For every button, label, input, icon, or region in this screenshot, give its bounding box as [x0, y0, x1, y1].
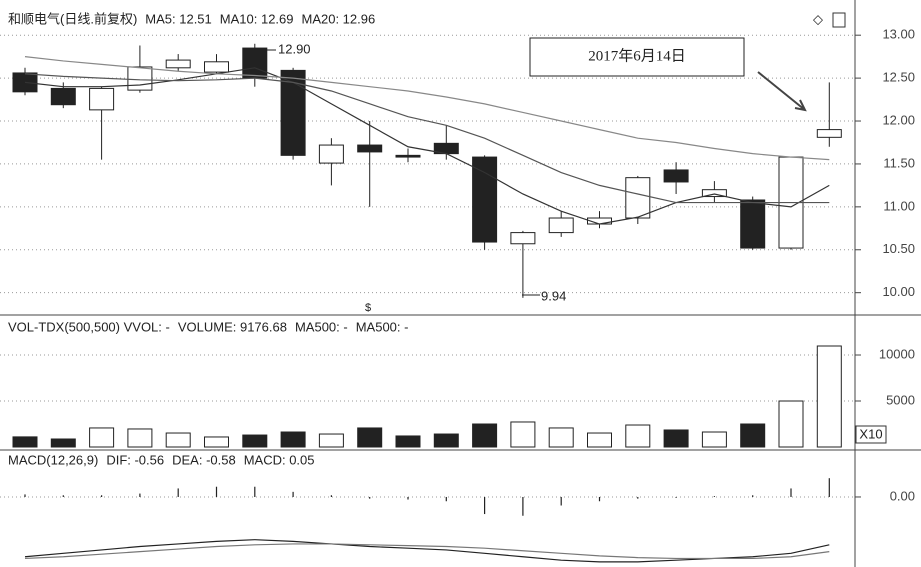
volume-bar [127, 428, 153, 448]
candle-body [395, 154, 421, 158]
panel-header: MA500: - [356, 319, 409, 334]
annotation: 2017年6月14日 [588, 47, 686, 64]
volume-bar [12, 436, 38, 448]
annotation: 9.94 [541, 288, 566, 303]
candle-body [472, 156, 498, 243]
candle-body [50, 87, 76, 106]
volume-bar [318, 433, 344, 448]
volume-bar [204, 436, 229, 448]
candle-body [663, 169, 689, 183]
candle-body [816, 129, 842, 138]
volume-bar [242, 434, 268, 448]
panel-header: 和顺电气(日线.前复权) [8, 11, 137, 26]
y-tick-label: 11.00 [883, 198, 915, 213]
volume-bar [548, 427, 574, 448]
volume-bar [510, 421, 536, 448]
volume-bar [701, 431, 727, 448]
panel-header: MACD: 0.05 [244, 452, 315, 467]
y-tick-label: 0.00 [890, 488, 915, 503]
candle-body [701, 189, 727, 198]
panel-header: DIF: -0.56 [106, 452, 164, 467]
y-tick-label: 5000 [886, 392, 915, 407]
y-tick-label: 13.00 [882, 27, 915, 42]
icon[interactable] [832, 12, 846, 28]
panel-header: VOL-TDX(500,500) VVOL: - [8, 319, 170, 334]
candle-body [127, 66, 153, 91]
indicator-line [24, 73, 830, 204]
volume-bar [357, 427, 383, 448]
volume-bar [778, 400, 804, 448]
volume-bar [816, 345, 842, 448]
volume-bar [663, 429, 689, 448]
annotation: 12.90 [278, 41, 311, 56]
annotation-box [529, 37, 745, 77]
volume-bar [587, 432, 612, 448]
volume-bar [165, 432, 191, 448]
annotation: $ [365, 302, 371, 314]
candle-body [204, 61, 229, 73]
panel-header: MA5: 12.51 [145, 11, 212, 26]
panel-header: DEA: -0.58 [172, 452, 236, 467]
indicator-line [24, 539, 830, 563]
panel-header: MA20: 12.96 [302, 11, 376, 26]
y-tick-label: 10.00 [882, 284, 915, 299]
candle-body [740, 199, 766, 249]
y-tick-label: 11.50 [883, 155, 915, 170]
panel-header: MA500: - [295, 319, 348, 334]
arrow [757, 71, 807, 112]
volume-bar [433, 433, 459, 448]
indicator-line [24, 67, 830, 225]
unit-label: X10 [859, 426, 882, 441]
volume-bar [50, 438, 76, 448]
y-tick-label: 12.50 [882, 70, 915, 85]
volume-bar [395, 435, 421, 448]
y-tick-label: 10000 [879, 346, 915, 361]
candle-body [625, 177, 651, 219]
candle-body [510, 232, 536, 245]
indicator-line [24, 56, 830, 161]
y-tick-label: 10.50 [882, 241, 915, 256]
candle-body [242, 47, 268, 79]
indicator-line [24, 543, 830, 560]
candle-body [280, 69, 306, 156]
candle-body [548, 217, 574, 234]
panel-header: MA10: 12.69 [220, 11, 294, 26]
candle-body [318, 144, 344, 164]
volume-bar [89, 427, 115, 448]
panel-header: VOLUME: 9176.68 [178, 319, 287, 334]
volume-bar [740, 423, 766, 448]
unit-box [855, 425, 887, 444]
panel-header: MACD(12,26,9) [8, 452, 98, 467]
y-tick-label: 12.00 [882, 112, 915, 127]
candle-body [357, 144, 383, 153]
candle-body [165, 59, 191, 69]
candle-body [89, 87, 115, 111]
volume-bar [280, 431, 306, 448]
volume-bar [625, 424, 651, 448]
volume-bar [472, 423, 498, 448]
icon[interactable]: ◇ [813, 11, 823, 26]
